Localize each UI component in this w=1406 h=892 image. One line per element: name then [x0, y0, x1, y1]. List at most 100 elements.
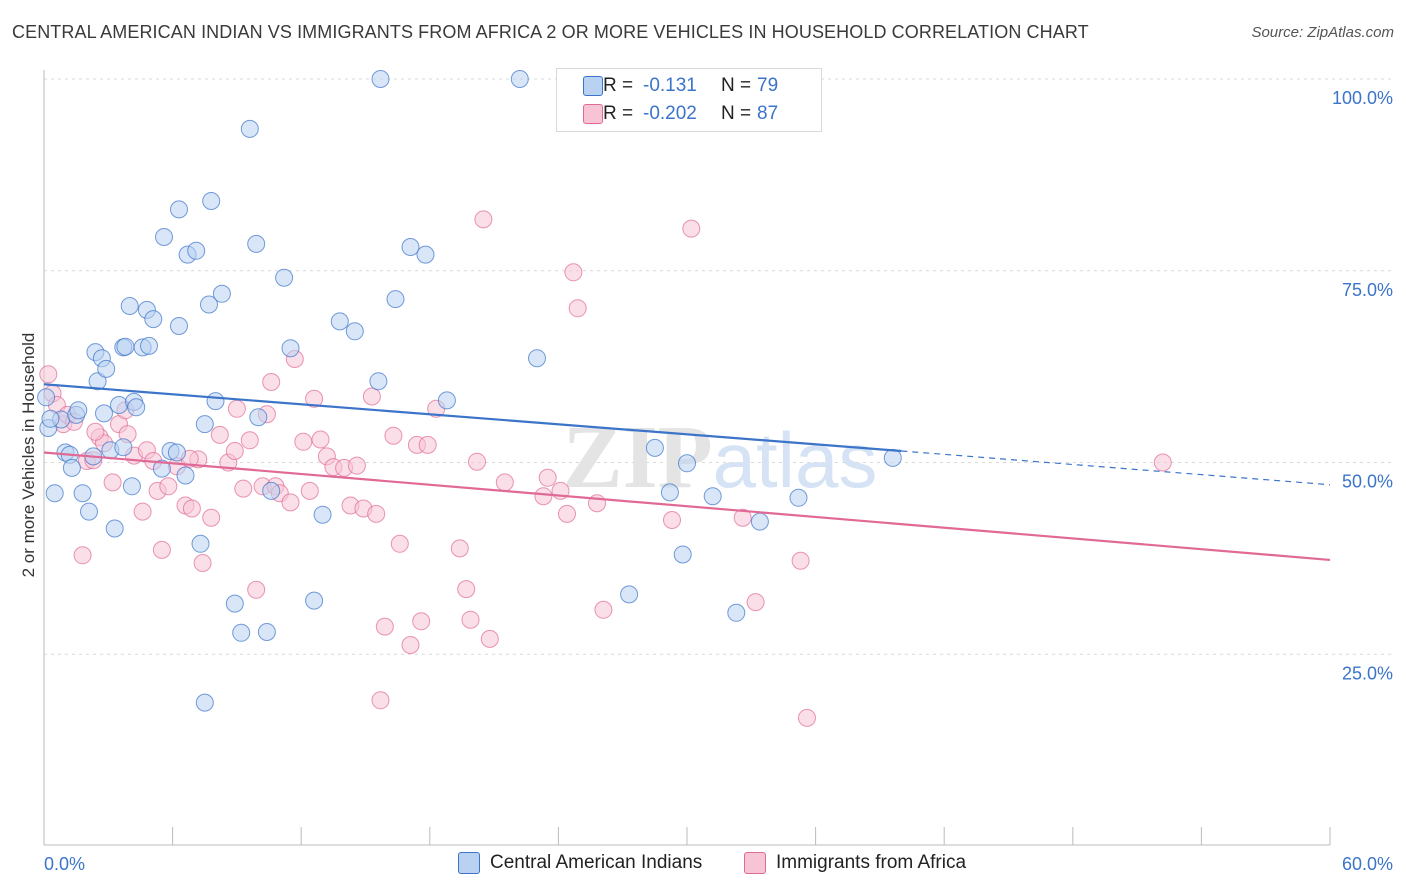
data-point	[225, 594, 244, 613]
data-point	[97, 359, 116, 378]
data-point	[275, 268, 294, 287]
x-tick-label: 60.0%	[1342, 854, 1393, 874]
data-point	[262, 373, 281, 391]
data-point	[390, 534, 409, 553]
legend-swatch-blue	[583, 76, 603, 96]
trend-lines	[43, 383, 1331, 562]
data-point	[262, 481, 281, 500]
data-point	[281, 339, 300, 358]
data-point	[212, 284, 231, 303]
data-point	[371, 691, 390, 710]
data-point	[195, 693, 214, 712]
data-point	[305, 591, 324, 610]
data-point	[116, 337, 135, 356]
legend-n-value: 87	[757, 103, 779, 124]
data-point	[528, 349, 546, 368]
data-point	[152, 540, 171, 559]
data-point	[347, 456, 366, 475]
data-point	[412, 612, 431, 631]
data-point	[386, 290, 405, 309]
y-axis-label: 2 or more Vehicles in Household	[19, 333, 38, 578]
y-tick-label: 50.0%	[1342, 472, 1393, 492]
data-point	[461, 610, 480, 629]
data-point	[240, 431, 259, 450]
data-point	[206, 392, 225, 411]
data-point	[144, 310, 163, 329]
data-point	[88, 372, 107, 391]
data-point	[167, 443, 186, 462]
data-point	[176, 466, 195, 485]
data-point	[257, 623, 276, 641]
data-point	[883, 448, 902, 467]
data-point	[210, 425, 229, 444]
legend-r-label: R =	[603, 75, 634, 96]
data-point	[746, 593, 765, 612]
data-point	[182, 499, 201, 518]
data-point	[362, 387, 381, 406]
data-point	[159, 477, 178, 496]
data-point	[140, 336, 158, 355]
trend-line-central-american-indians	[43, 383, 902, 453]
legend-n-value: 79	[757, 75, 779, 96]
tick-labels: 25.0% 50.0% 75.0% 100.0% 0.0% 60.0%	[44, 88, 1393, 874]
legend-item-immigrants-from-africa[interactable]: Immigrants from Africa	[744, 852, 966, 874]
data-point	[122, 477, 141, 496]
data-point	[727, 603, 746, 622]
legend-item-central-american-indians[interactable]: Central American Indians	[458, 852, 702, 874]
data-point	[384, 426, 403, 445]
data-point	[120, 297, 139, 315]
data-point	[73, 546, 92, 565]
data-point	[474, 210, 493, 229]
data-point	[202, 508, 221, 527]
data-point	[568, 299, 587, 318]
data-point	[73, 484, 92, 503]
data-point	[300, 481, 319, 500]
data-point	[69, 401, 88, 420]
data-point	[538, 468, 557, 487]
data-point	[133, 502, 152, 521]
data-point	[450, 539, 469, 558]
legend-swatch-pink	[583, 104, 603, 124]
legend-r-label: R =	[603, 103, 634, 124]
data-point	[313, 505, 332, 524]
data-point	[234, 479, 253, 498]
series-legend: Central American Indians Immigrants from…	[0, 852, 1406, 876]
data-point	[39, 365, 58, 384]
gridlines	[44, 78, 1392, 655]
data-point	[330, 312, 349, 331]
data-point	[789, 488, 808, 507]
data-point	[401, 636, 420, 654]
data-point	[703, 487, 722, 506]
data-point	[798, 708, 816, 727]
data-point	[620, 585, 639, 604]
data-point	[294, 432, 313, 451]
data-point	[558, 504, 576, 523]
data-point	[105, 519, 124, 538]
data-point	[195, 415, 214, 434]
data-point	[62, 458, 81, 477]
data-point	[791, 551, 810, 570]
data-point	[480, 629, 499, 648]
data-point	[249, 408, 268, 427]
data-point	[416, 245, 435, 264]
data-point	[418, 435, 437, 454]
trend-line-immigrants-from-africa	[43, 451, 1331, 562]
data-point	[495, 473, 514, 492]
legend-row-series2: R = -0.202 N = 87	[583, 101, 779, 127]
legend-label: Immigrants from Africa	[776, 852, 967, 873]
y-tick-label: 100.0%	[1332, 88, 1393, 108]
data-point	[673, 545, 692, 564]
data-point	[682, 219, 701, 238]
x-tick-label: 0.0%	[44, 854, 85, 874]
legend-n-label: N =	[721, 103, 752, 124]
legend-row-series1: R = -0.131 N = 79	[583, 73, 779, 99]
data-point	[401, 238, 420, 256]
legend-swatch-pink	[744, 852, 766, 874]
data-point	[103, 473, 122, 492]
data-point	[369, 372, 388, 391]
data-point	[305, 389, 324, 408]
legend-label: Central American Indians	[490, 852, 703, 873]
data-point	[191, 534, 210, 553]
data-point	[594, 600, 613, 619]
